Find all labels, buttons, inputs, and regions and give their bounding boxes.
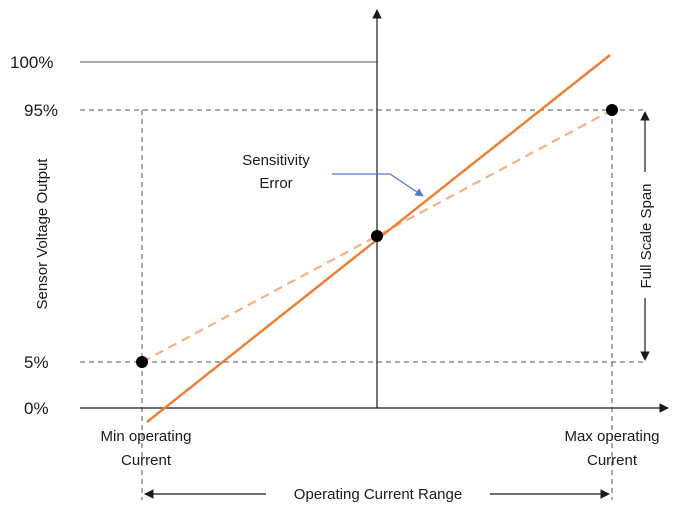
y-tick-100: 100%: [10, 53, 53, 72]
min-current-label-line-2: Current: [121, 452, 172, 469]
y-axis-title: Sensor Voltage Output: [34, 158, 51, 310]
full-scale-span-label: Full Scale Span: [638, 183, 655, 288]
min-current-label-line-1: Min operating: [101, 428, 192, 445]
annotation-line-2: Error: [259, 175, 292, 192]
operating-current-range-label: Operating Current Range: [294, 486, 462, 503]
annotation-line-1: Sensitivity: [242, 152, 310, 169]
annotation-arrow: [332, 173, 424, 197]
y-tick-5: 5%: [24, 353, 49, 372]
point-min: [136, 356, 148, 368]
max-current-label-line-2: Current: [587, 452, 638, 469]
max-current-label-line-1: Max operating: [564, 428, 659, 445]
point-max: [606, 104, 618, 116]
point-center: [371, 230, 383, 242]
y-tick-0: 0%: [24, 399, 49, 418]
y-tick-95: 95%: [24, 101, 58, 120]
